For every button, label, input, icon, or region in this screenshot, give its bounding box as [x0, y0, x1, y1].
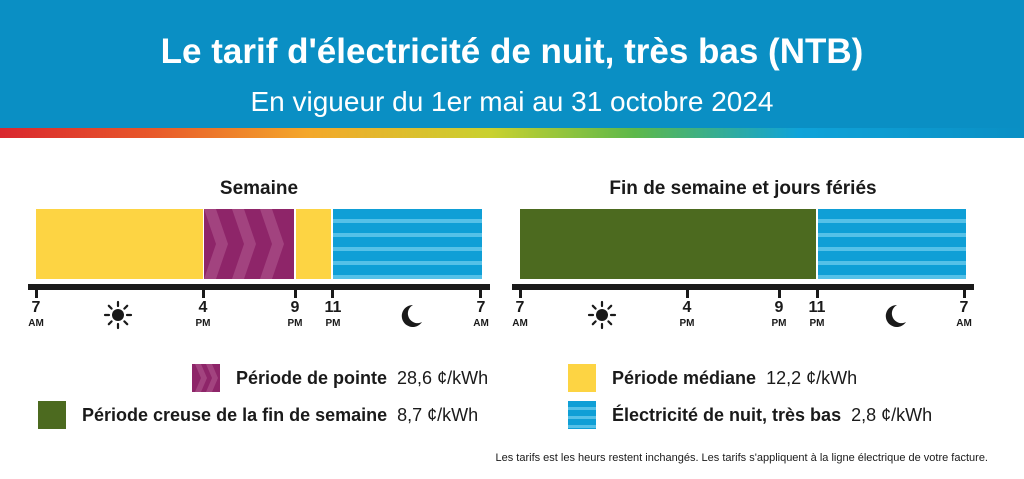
peak-swatch: [192, 364, 220, 392]
rainbow-stripe: [0, 128, 1024, 138]
weekend-tick: [686, 284, 689, 298]
weekday-tick-sublabel: AM: [28, 318, 44, 329]
legend-mid-name: Période médiane: [612, 367, 757, 388]
weekday-ultra-low-bar: [333, 209, 482, 279]
weekday-tick: [331, 284, 334, 298]
weekend-tick-sublabel: AM: [512, 318, 528, 329]
weekday-axis: [28, 284, 490, 290]
weekend-tick: [816, 284, 819, 298]
weekday-tick-sublabel: AM: [473, 318, 489, 329]
header-banner: [0, 0, 1024, 128]
weekday-mid-evening-bar: [296, 209, 331, 279]
weekend-ultra-low-bar: [818, 209, 966, 279]
weekday-tick: [294, 284, 297, 298]
legend-weekend-off-name: Période creuse de la fin de semaine: [82, 404, 388, 425]
legend-item-weekend-off: Période creuse de la fin de semaine 8,7 …: [38, 401, 478, 429]
legend-ultra-low-name: Électricité de nuit, très bas: [612, 404, 842, 425]
mid-swatch: [568, 364, 596, 392]
weekend-tick-sublabel: AM: [956, 318, 972, 329]
legend-item-peak: Période de pointe 28,6 ¢/kWh: [192, 364, 488, 392]
weekday-tick: [479, 284, 482, 298]
legend-mid-rate: 12,2 ¢/kWh: [766, 367, 858, 388]
weekday-tick-label: 11: [324, 299, 342, 316]
sun-icon: [103, 300, 133, 330]
weekend-tick-sublabel: PM: [679, 318, 695, 329]
weekend-tick-sublabel: PM: [771, 318, 787, 329]
legend-peak-name: Période de pointe: [236, 367, 388, 388]
legend-peak-rate: 28,6 ¢/kWh: [397, 367, 489, 388]
sun-icon: [587, 300, 617, 330]
weekend-tick-label: 11: [808, 299, 826, 316]
weekday-peak-bar: [204, 209, 294, 279]
weekend-title: Fin de semaine et jours fériés: [609, 178, 877, 199]
weekday-tick-sublabel: PM: [325, 318, 341, 329]
weekend-tick: [963, 284, 966, 298]
weekday-tick: [35, 284, 38, 298]
weekday-tick: [202, 284, 205, 298]
weekday-tick-sublabel: PM: [287, 318, 303, 329]
legend-item-ultra-low: Électricité de nuit, très bas 2,8 ¢/kWh: [568, 401, 932, 429]
weekday-tick-label: 7: [31, 299, 41, 316]
weekend-axis: [512, 284, 974, 290]
weekend-tick-sublabel: PM: [809, 318, 825, 329]
weekday-tick-label: 9: [290, 299, 300, 316]
moon-icon: [885, 304, 906, 327]
weekend-tick-label: 9: [774, 299, 784, 316]
weekday-title: Semaine: [219, 178, 299, 199]
weekend-tick: [519, 284, 522, 298]
weekend-tick-label: 7: [959, 299, 969, 316]
weekday-tick-sublabel: PM: [195, 318, 211, 329]
weekday-tick-label: 7: [476, 299, 486, 316]
legend-weekend-off-rate: 8,7 ¢/kWh: [397, 404, 479, 425]
weekday-mid-morning-bar: [36, 209, 203, 279]
moon-icon: [401, 304, 422, 327]
ultra-low-swatch: [568, 401, 596, 429]
weekday-tick-label: 4: [198, 299, 208, 316]
weekend-off-swatch: [38, 401, 66, 429]
weekend-tick-label: 7: [515, 299, 525, 316]
legend-item-mid: Période médiane 12,2 ¢/kWh: [568, 364, 857, 392]
weekend-off-peak-bar: [520, 209, 816, 279]
peak-chevron-pattern: [204, 209, 284, 279]
legend-ultra-low-rate: 2,8 ¢/kWh: [851, 404, 933, 425]
weekend-tick-label: 4: [682, 299, 692, 316]
footnote: Les tarifs est les heurs restent inchang…: [495, 452, 989, 464]
weekend-tick: [778, 284, 781, 298]
page-title: Le tarif d'électricité de nuit, très bas…: [160, 32, 864, 71]
page-subtitle: En vigueur du 1er mai au 31 octobre 2024: [250, 86, 774, 117]
